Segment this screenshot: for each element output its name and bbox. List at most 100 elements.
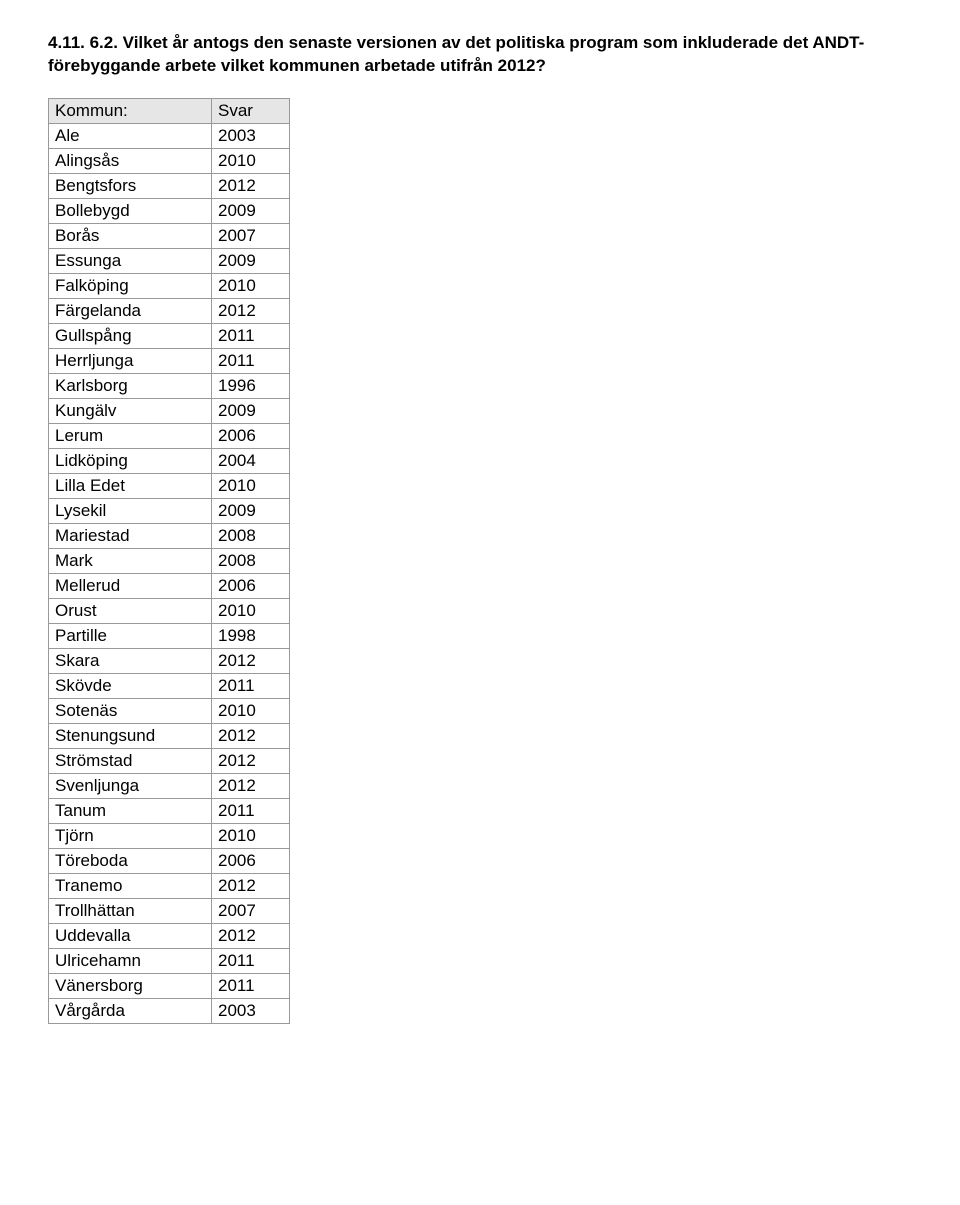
table-row: Trollhättan2007 (49, 898, 290, 923)
table-row: Ulricehamn2011 (49, 948, 290, 973)
cell-svar: 2008 (212, 523, 290, 548)
table-row: Lidköping2004 (49, 448, 290, 473)
cell-svar: 2008 (212, 548, 290, 573)
cell-svar: 2009 (212, 498, 290, 523)
table-row: Strömstad2012 (49, 748, 290, 773)
table-row: Svenljunga2012 (49, 773, 290, 798)
cell-kommun: Essunga (49, 248, 212, 273)
cell-kommun: Mariestad (49, 523, 212, 548)
cell-svar: 2010 (212, 598, 290, 623)
cell-kommun: Sotenäs (49, 698, 212, 723)
table-row: Orust2010 (49, 598, 290, 623)
table-row: Färgelanda2012 (49, 298, 290, 323)
table-row: Stenungsund2012 (49, 723, 290, 748)
cell-svar: 1996 (212, 373, 290, 398)
table-row: Bengtsfors2012 (49, 173, 290, 198)
table-row: Mellerud2006 (49, 573, 290, 598)
cell-kommun: Partille (49, 623, 212, 648)
cell-kommun: Mellerud (49, 573, 212, 598)
cell-svar: 2010 (212, 473, 290, 498)
table-row: Herrljunga2011 (49, 348, 290, 373)
cell-kommun: Alingsås (49, 148, 212, 173)
cell-kommun: Vårgårda (49, 998, 212, 1023)
cell-svar: 2007 (212, 223, 290, 248)
cell-svar: 2011 (212, 348, 290, 373)
table-row: Borås2007 (49, 223, 290, 248)
table-body: Ale2003Alingsås2010Bengtsfors2012Bolleby… (49, 123, 290, 1023)
cell-kommun: Lysekil (49, 498, 212, 523)
cell-kommun: Lilla Edet (49, 473, 212, 498)
table-row: Töreboda2006 (49, 848, 290, 873)
cell-svar: 2012 (212, 923, 290, 948)
table-row: Lysekil2009 (49, 498, 290, 523)
cell-svar: 2009 (212, 248, 290, 273)
table-row: Tanum2011 (49, 798, 290, 823)
cell-kommun: Herrljunga (49, 348, 212, 373)
table-row: Lilla Edet2010 (49, 473, 290, 498)
table-row: Mariestad2008 (49, 523, 290, 548)
table-row: Kungälv2009 (49, 398, 290, 423)
cell-svar: 2003 (212, 123, 290, 148)
cell-kommun: Skövde (49, 673, 212, 698)
cell-kommun: Tranemo (49, 873, 212, 898)
column-header-svar: Svar (212, 98, 290, 123)
table-row: Vänersborg2011 (49, 973, 290, 998)
table-row: Skövde2011 (49, 673, 290, 698)
table-row: Skara2012 (49, 648, 290, 673)
cell-kommun: Karlsborg (49, 373, 212, 398)
table-row: Alingsås2010 (49, 148, 290, 173)
table-row: Bollebygd2009 (49, 198, 290, 223)
cell-kommun: Bollebygd (49, 198, 212, 223)
cell-kommun: Vänersborg (49, 973, 212, 998)
cell-svar: 2004 (212, 448, 290, 473)
cell-svar: 2006 (212, 573, 290, 598)
cell-kommun: Töreboda (49, 848, 212, 873)
cell-kommun: Strömstad (49, 748, 212, 773)
cell-kommun: Tanum (49, 798, 212, 823)
cell-kommun: Svenljunga (49, 773, 212, 798)
cell-svar: 2012 (212, 773, 290, 798)
cell-kommun: Borås (49, 223, 212, 248)
table-row: Mark2008 (49, 548, 290, 573)
cell-svar: 2012 (212, 648, 290, 673)
cell-kommun: Kungälv (49, 398, 212, 423)
cell-kommun: Uddevalla (49, 923, 212, 948)
cell-kommun: Skara (49, 648, 212, 673)
cell-kommun: Bengtsfors (49, 173, 212, 198)
cell-kommun: Gullspång (49, 323, 212, 348)
cell-kommun: Lidköping (49, 448, 212, 473)
cell-svar: 2012 (212, 298, 290, 323)
cell-svar: 2010 (212, 148, 290, 173)
cell-svar: 2010 (212, 273, 290, 298)
table-row: Essunga2009 (49, 248, 290, 273)
table-row: Tjörn2010 (49, 823, 290, 848)
table-row: Gullspång2011 (49, 323, 290, 348)
cell-svar: 2012 (212, 173, 290, 198)
cell-svar: 2012 (212, 723, 290, 748)
data-table: Kommun: Svar Ale2003Alingsås2010Bengtsfo… (48, 98, 290, 1024)
page: 4.11. 6.2. Vilket år antogs den senaste … (0, 0, 960, 1072)
cell-svar: 2012 (212, 748, 290, 773)
cell-kommun: Trollhättan (49, 898, 212, 923)
table-row: Karlsborg1996 (49, 373, 290, 398)
cell-svar: 2006 (212, 848, 290, 873)
cell-svar: 2006 (212, 423, 290, 448)
table-row: Partille1998 (49, 623, 290, 648)
table-header-row: Kommun: Svar (49, 98, 290, 123)
cell-svar: 2009 (212, 198, 290, 223)
cell-svar: 2003 (212, 998, 290, 1023)
question-text: 4.11. 6.2. Vilket år antogs den senaste … (48, 32, 912, 78)
cell-svar: 2011 (212, 798, 290, 823)
cell-kommun: Ale (49, 123, 212, 148)
cell-kommun: Tjörn (49, 823, 212, 848)
table-row: Ale2003 (49, 123, 290, 148)
cell-svar: 2007 (212, 898, 290, 923)
table-row: Vårgårda2003 (49, 998, 290, 1023)
column-header-kommun: Kommun: (49, 98, 212, 123)
cell-svar: 2010 (212, 698, 290, 723)
cell-svar: 2012 (212, 873, 290, 898)
table-row: Tranemo2012 (49, 873, 290, 898)
cell-svar: 2011 (212, 948, 290, 973)
cell-kommun: Mark (49, 548, 212, 573)
table-row: Sotenäs2010 (49, 698, 290, 723)
